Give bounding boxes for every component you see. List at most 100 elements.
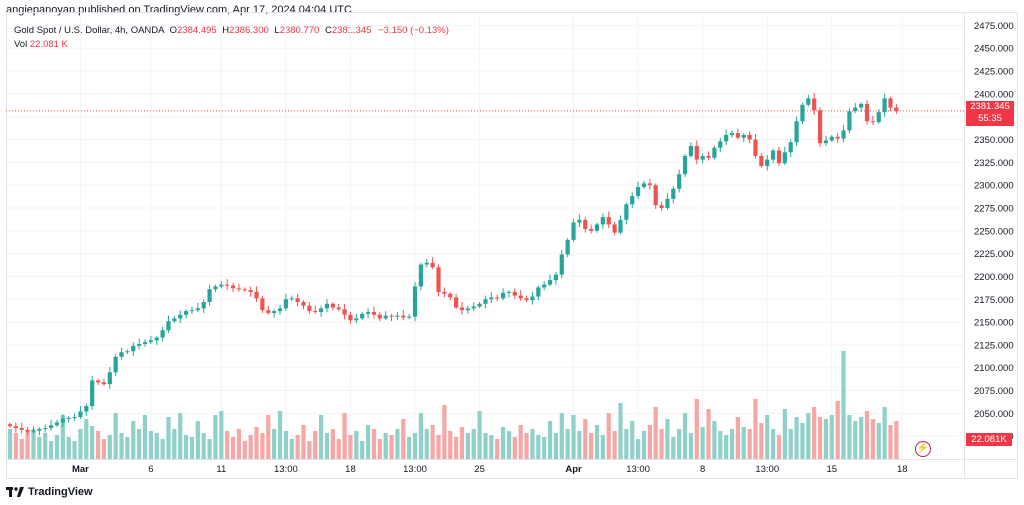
candle-body: [313, 311, 318, 313]
candle-body: [483, 299, 488, 304]
volume-bar: [119, 433, 124, 459]
candle-body: [125, 351, 130, 353]
candle-body: [95, 380, 101, 383]
candle-body: [876, 112, 881, 123]
candle-body: [471, 306, 476, 309]
brand-logo[interactable]: TradingView: [6, 486, 93, 498]
volume-bar: [735, 417, 740, 459]
candle-body: [647, 183, 652, 186]
volume-bar: [66, 437, 71, 459]
volume-bar: [289, 439, 294, 459]
candle-body: [782, 152, 787, 164]
candle-body: [506, 291, 512, 293]
candle-body: [178, 314, 183, 319]
volume-bar: [600, 435, 605, 459]
candle-body: [829, 136, 834, 141]
volume-bar: [864, 411, 870, 459]
candle-body: [324, 303, 330, 309]
candle-body: [54, 422, 60, 426]
y-tick-label: 2300.000: [974, 181, 1014, 192]
candle-body: [448, 293, 453, 298]
volume-bar: [260, 433, 265, 459]
y-tick-label: 2425.000: [974, 67, 1014, 78]
y-tick-label: 2100.000: [974, 363, 1014, 374]
volume-bar: [95, 431, 101, 459]
volume-bar: [60, 415, 65, 459]
candle-body: [635, 186, 641, 197]
candle-body: [694, 145, 699, 160]
candle-body: [495, 297, 500, 299]
volume-bar: [577, 431, 582, 459]
candle-body: [712, 147, 717, 158]
candle-body: [119, 352, 124, 357]
volume-bar: [448, 431, 453, 459]
volume-bar: [671, 437, 676, 459]
volume-bar: [635, 439, 641, 459]
candle-body: [771, 150, 776, 160]
candle-body: [524, 298, 529, 301]
volume-bar: [506, 431, 512, 459]
y-tick-label: 2175.000: [974, 295, 1014, 306]
volume-bar: [131, 421, 136, 459]
volume-bar: [125, 437, 130, 459]
candle-body: [853, 107, 858, 112]
chart-frame: [6, 12, 1018, 479]
volume-bar: [829, 415, 834, 459]
volume-bar: [882, 407, 887, 459]
volume-bar: [794, 417, 799, 459]
volume-bar: [823, 419, 829, 459]
candle-body: [31, 430, 36, 432]
candle-body: [336, 307, 341, 310]
candle-body: [600, 217, 605, 225]
volume-bar: [853, 421, 858, 459]
high-value: 2386.300: [229, 25, 269, 36]
candle-body: [806, 98, 811, 105]
x-tick-label: 11: [216, 464, 226, 475]
candle-body: [724, 134, 729, 142]
volume-bar: [747, 429, 752, 459]
candle-body: [606, 217, 611, 225]
candle-body: [442, 291, 447, 294]
candle-body: [823, 140, 829, 144]
candle-body: [248, 290, 253, 292]
candle-body: [577, 219, 582, 223]
volume-bar: [471, 429, 476, 459]
volume-bar: [500, 427, 506, 459]
candle-body: [759, 155, 764, 166]
volume-bar: [48, 441, 54, 459]
volume-bar: [319, 415, 324, 459]
volume-bar: [13, 433, 18, 459]
volume-bar: [195, 421, 200, 459]
volume-bar: [571, 415, 576, 459]
candle-body: [589, 228, 594, 231]
volume-bar: [477, 411, 482, 459]
candle-body: [365, 312, 371, 314]
volume-bar: [37, 437, 42, 459]
last-price-tag: 2381.345 55:35: [966, 101, 1014, 126]
candle-body: [354, 318, 359, 321]
volume-bar: [589, 433, 594, 459]
bar-countdown: 55:35: [978, 113, 1002, 124]
candle-body: [213, 286, 218, 290]
candle-body: [13, 426, 18, 428]
candle-body: [60, 418, 65, 423]
volume-bar: [782, 409, 787, 459]
candle-body: [430, 262, 435, 268]
volume-bar: [524, 433, 529, 459]
volume-bar: [72, 441, 77, 459]
volume-bar: [665, 419, 670, 459]
y-tick-label: 2475.000: [974, 21, 1014, 32]
volume-bar: [31, 429, 36, 459]
candle-body: [377, 314, 382, 319]
volume-bar: [630, 421, 635, 459]
candle-body: [630, 196, 635, 205]
volume-bar: [307, 441, 312, 459]
candle-body: [266, 310, 271, 313]
volume-bar: [389, 435, 394, 459]
volume-bar: [694, 399, 699, 459]
volume-bar: [365, 425, 371, 459]
candle-body: [794, 121, 799, 143]
volume-bar: [148, 431, 153, 459]
bolt-icon[interactable]: ⚡: [915, 441, 931, 457]
